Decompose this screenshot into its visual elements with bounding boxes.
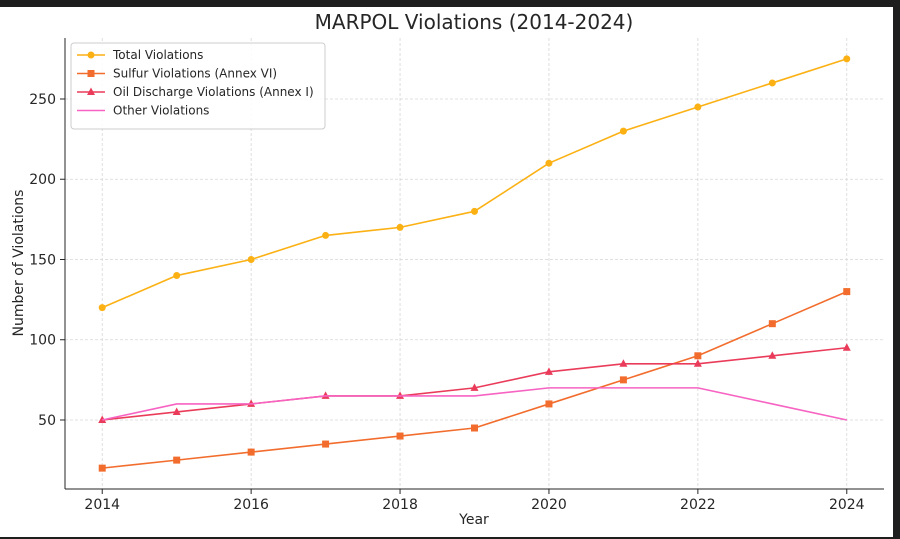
legend: Total Violations Sulfur Violations (Annex… bbox=[70, 42, 326, 130]
chart-frame: 2014 2016 2018 2020 2022 2024 50 100 150 200 250 M… bbox=[0, 7, 893, 537]
y-tick-label: 200 bbox=[29, 172, 56, 188]
y-tick-label: 150 bbox=[29, 252, 56, 268]
data-point bbox=[322, 440, 330, 448]
data-point bbox=[619, 376, 627, 384]
y-axis-title: Number of Violations bbox=[11, 190, 27, 337]
data-point bbox=[471, 424, 478, 432]
axes bbox=[60, 38, 884, 494]
data-point bbox=[768, 320, 776, 328]
series-2 bbox=[98, 288, 851, 472]
x-tick-label: 2020 bbox=[531, 497, 567, 513]
legend-label: Other Violations bbox=[113, 104, 209, 118]
data-point bbox=[843, 288, 851, 296]
y-tick-label: 100 bbox=[29, 333, 56, 349]
data-point bbox=[545, 400, 553, 408]
y-tick-label: 250 bbox=[29, 92, 56, 108]
legend-item: Other Violations bbox=[77, 104, 209, 118]
data-point bbox=[843, 55, 851, 63]
legend-item: Total Violations bbox=[77, 48, 203, 62]
x-tick-label: 2018 bbox=[382, 497, 418, 513]
data-point bbox=[768, 351, 777, 359]
data-point bbox=[694, 103, 702, 111]
chart-title: MARPOL Violations (2014-2024) bbox=[315, 10, 634, 34]
series-3 bbox=[98, 343, 851, 423]
data-point bbox=[470, 383, 479, 391]
data-point bbox=[545, 159, 553, 167]
data-point bbox=[247, 255, 255, 263]
data-point bbox=[842, 343, 851, 351]
data-point bbox=[98, 464, 106, 472]
series-line bbox=[102, 290, 848, 469]
line-chart: 2014 2016 2018 2020 2022 2024 50 100 150 200 250 M… bbox=[11, 10, 884, 528]
data-point bbox=[173, 272, 181, 280]
data-point bbox=[619, 127, 627, 135]
data-point bbox=[247, 448, 255, 456]
data-point bbox=[619, 359, 628, 367]
data-point bbox=[768, 79, 776, 87]
series-lines bbox=[98, 55, 851, 472]
x-tick-label: 2024 bbox=[829, 497, 865, 513]
tick-labels: 2014 2016 2018 2020 2022 2024 50 100 150 200 250 bbox=[29, 92, 864, 513]
x-tick-label: 2014 bbox=[84, 497, 120, 513]
data-point bbox=[396, 432, 404, 440]
x-axis-title: Year bbox=[458, 512, 489, 528]
data-point bbox=[322, 231, 330, 239]
legend-marker bbox=[87, 70, 95, 77]
data-point bbox=[693, 359, 702, 367]
data-point bbox=[98, 304, 106, 312]
data-point bbox=[544, 367, 553, 375]
legend-label: Oil Discharge Violations (Annex I) bbox=[113, 85, 314, 99]
y-tick-label: 50 bbox=[38, 413, 56, 429]
data-point bbox=[694, 352, 702, 360]
legend-marker bbox=[87, 87, 95, 95]
data-point bbox=[471, 207, 478, 215]
legend-item: Oil Discharge Violations (Annex I) bbox=[77, 85, 314, 99]
legend-item: Sulfur Violations (Annex VI) bbox=[77, 67, 277, 81]
data-point bbox=[172, 407, 181, 415]
series-4 bbox=[102, 387, 847, 421]
data-point bbox=[396, 223, 404, 231]
x-tick-label: 2022 bbox=[680, 497, 716, 513]
legend-label: Total Violations bbox=[112, 48, 203, 62]
data-point bbox=[173, 456, 181, 464]
series-1 bbox=[98, 55, 851, 312]
legend-marker bbox=[87, 51, 95, 59]
x-tick-label: 2016 bbox=[233, 497, 269, 513]
series-line bbox=[102, 387, 847, 421]
legend-box bbox=[70, 42, 326, 130]
legend-label: Sulfur Violations (Annex VI) bbox=[113, 67, 277, 81]
